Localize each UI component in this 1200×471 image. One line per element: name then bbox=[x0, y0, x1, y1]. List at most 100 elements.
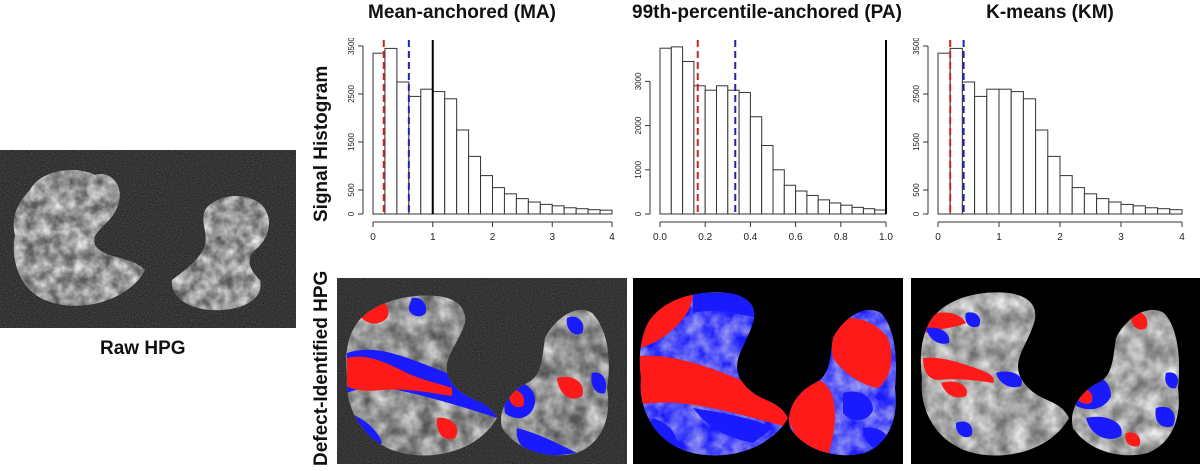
histogram-bar bbox=[551, 205, 565, 215]
histogram-bar bbox=[817, 199, 830, 215]
title-ma: Mean-anchored (MA) bbox=[368, 2, 556, 23]
x-tick-label: 0.0 bbox=[653, 232, 667, 243]
x-tick-label: 3 bbox=[1118, 232, 1124, 243]
histogram-bar bbox=[772, 169, 785, 215]
histogram-bar bbox=[851, 206, 864, 215]
y-tick-label: 0 bbox=[634, 211, 643, 216]
x-tick-label: 1 bbox=[996, 232, 1002, 243]
row-label-defect: Defect-Identified HPG bbox=[311, 270, 332, 466]
histogram-bar bbox=[659, 47, 672, 215]
x-tick-label: 2 bbox=[490, 232, 496, 243]
y-tick-label: 3500 bbox=[347, 38, 356, 55]
histogram-bar bbox=[1035, 129, 1049, 215]
histogram-bar bbox=[783, 184, 797, 215]
histogram-bar bbox=[937, 52, 951, 215]
y-tick-label: 1500 bbox=[912, 133, 921, 151]
histogram-ma: 0 1 2 3 4 0 500 1500 2500 3500 bbox=[347, 38, 615, 243]
histogram-bar bbox=[1132, 205, 1146, 215]
histogram-bar bbox=[1108, 201, 1122, 215]
histogram-bar bbox=[829, 202, 842, 215]
x-tick-label: 3 bbox=[549, 232, 555, 243]
histogram-bar bbox=[862, 208, 876, 215]
histogram-bar bbox=[420, 88, 434, 215]
histogram-bar bbox=[599, 209, 613, 215]
histogram-bar bbox=[1157, 208, 1171, 215]
histogram-pa: 0.0 0.2 0.4 0.6 0.8 1.0 0 1000 2000 3000 bbox=[634, 40, 893, 243]
y-tick-label: 500 bbox=[912, 183, 921, 197]
defect-image-km bbox=[911, 278, 1200, 464]
x-tick-label: 0.4 bbox=[743, 232, 757, 243]
y-tick-label: 2500 bbox=[912, 85, 921, 103]
title-km: K-means (KM) bbox=[986, 2, 1114, 23]
raw-hpg-image bbox=[0, 150, 296, 328]
histogram-bar bbox=[727, 89, 740, 215]
histogram-bar bbox=[1096, 198, 1110, 215]
histogram-km: 0 1 2 3 4 0 500 1500 2500 3500 bbox=[912, 38, 1185, 243]
histogram-bar bbox=[1083, 193, 1098, 215]
y-tick-label: 0 bbox=[912, 211, 921, 216]
histogram-bar bbox=[384, 47, 398, 215]
y-tick-label: 3500 bbox=[912, 38, 921, 55]
histogram-bar bbox=[1120, 203, 1134, 215]
x-tick-label: 4 bbox=[1179, 232, 1185, 243]
histogram-bar bbox=[515, 198, 529, 215]
histogram-bar bbox=[563, 207, 577, 215]
histogram-bar bbox=[527, 201, 541, 215]
y-tick-label: 500 bbox=[347, 183, 356, 197]
x-tick-label: 1 bbox=[430, 232, 436, 243]
histogram-bar bbox=[396, 81, 410, 215]
x-tick-label: 0.6 bbox=[789, 232, 803, 243]
histogram-bar bbox=[761, 144, 774, 215]
histogram-bar bbox=[468, 155, 482, 215]
histogram-bar bbox=[1047, 155, 1061, 215]
y-tick-label: 2000 bbox=[634, 116, 643, 134]
y-tick-label: 1500 bbox=[347, 133, 356, 151]
histogram-bar bbox=[432, 91, 446, 215]
histogram-bar bbox=[587, 209, 601, 215]
histogram-bar bbox=[874, 209, 887, 215]
histogram-bar bbox=[795, 190, 808, 215]
histogram-bar bbox=[749, 116, 763, 215]
histogram-bar bbox=[480, 175, 494, 215]
histogram-bar bbox=[1010, 91, 1024, 215]
histogram-bar bbox=[1022, 98, 1037, 215]
histogram-bar bbox=[704, 89, 717, 215]
histogram-bar bbox=[670, 46, 684, 215]
histogram-bar bbox=[1144, 207, 1159, 215]
histogram-bar bbox=[575, 208, 589, 215]
histogram-bar bbox=[539, 203, 553, 215]
x-tick-label: 1.0 bbox=[879, 232, 893, 243]
histogram-bar bbox=[503, 193, 517, 215]
histogram-bar bbox=[840, 204, 853, 215]
histogram-bar bbox=[986, 88, 1000, 215]
histogram-bar bbox=[1071, 187, 1085, 215]
defect-image-ma bbox=[337, 278, 627, 464]
histogram-bar bbox=[456, 129, 470, 215]
raw-hpg-label: Raw HPG bbox=[100, 338, 186, 359]
histogram-bar bbox=[806, 194, 819, 215]
histogram-bar bbox=[1059, 175, 1073, 215]
histogram-bar bbox=[1169, 209, 1183, 215]
row-label-histogram: Signal Histogram bbox=[311, 65, 332, 222]
histogram-bar bbox=[682, 60, 695, 215]
x-tick-label: 0.8 bbox=[834, 232, 848, 243]
x-tick-label: 0 bbox=[370, 232, 376, 243]
histogram-bar bbox=[444, 98, 458, 215]
title-pa: 99th-percentile-anchored (PA) bbox=[632, 2, 902, 23]
histogram-bar bbox=[716, 85, 729, 215]
y-tick-label: 2500 bbox=[347, 85, 356, 103]
histogram-bar bbox=[693, 85, 706, 215]
x-tick-label: 0.2 bbox=[698, 232, 712, 243]
y-tick-label: 0 bbox=[347, 211, 356, 216]
histogram-bar bbox=[974, 95, 988, 215]
histogram-bar bbox=[492, 187, 505, 215]
defect-image-pa bbox=[633, 278, 903, 464]
histogram-bar bbox=[949, 47, 963, 215]
x-tick-label: 4 bbox=[609, 232, 615, 243]
histogram-bar bbox=[998, 88, 1012, 215]
histogram-bar bbox=[408, 95, 422, 215]
x-tick-label: 0 bbox=[935, 232, 941, 243]
y-tick-label: 1000 bbox=[634, 160, 643, 178]
histogram-bar bbox=[738, 91, 751, 215]
x-tick-label: 2 bbox=[1057, 232, 1063, 243]
